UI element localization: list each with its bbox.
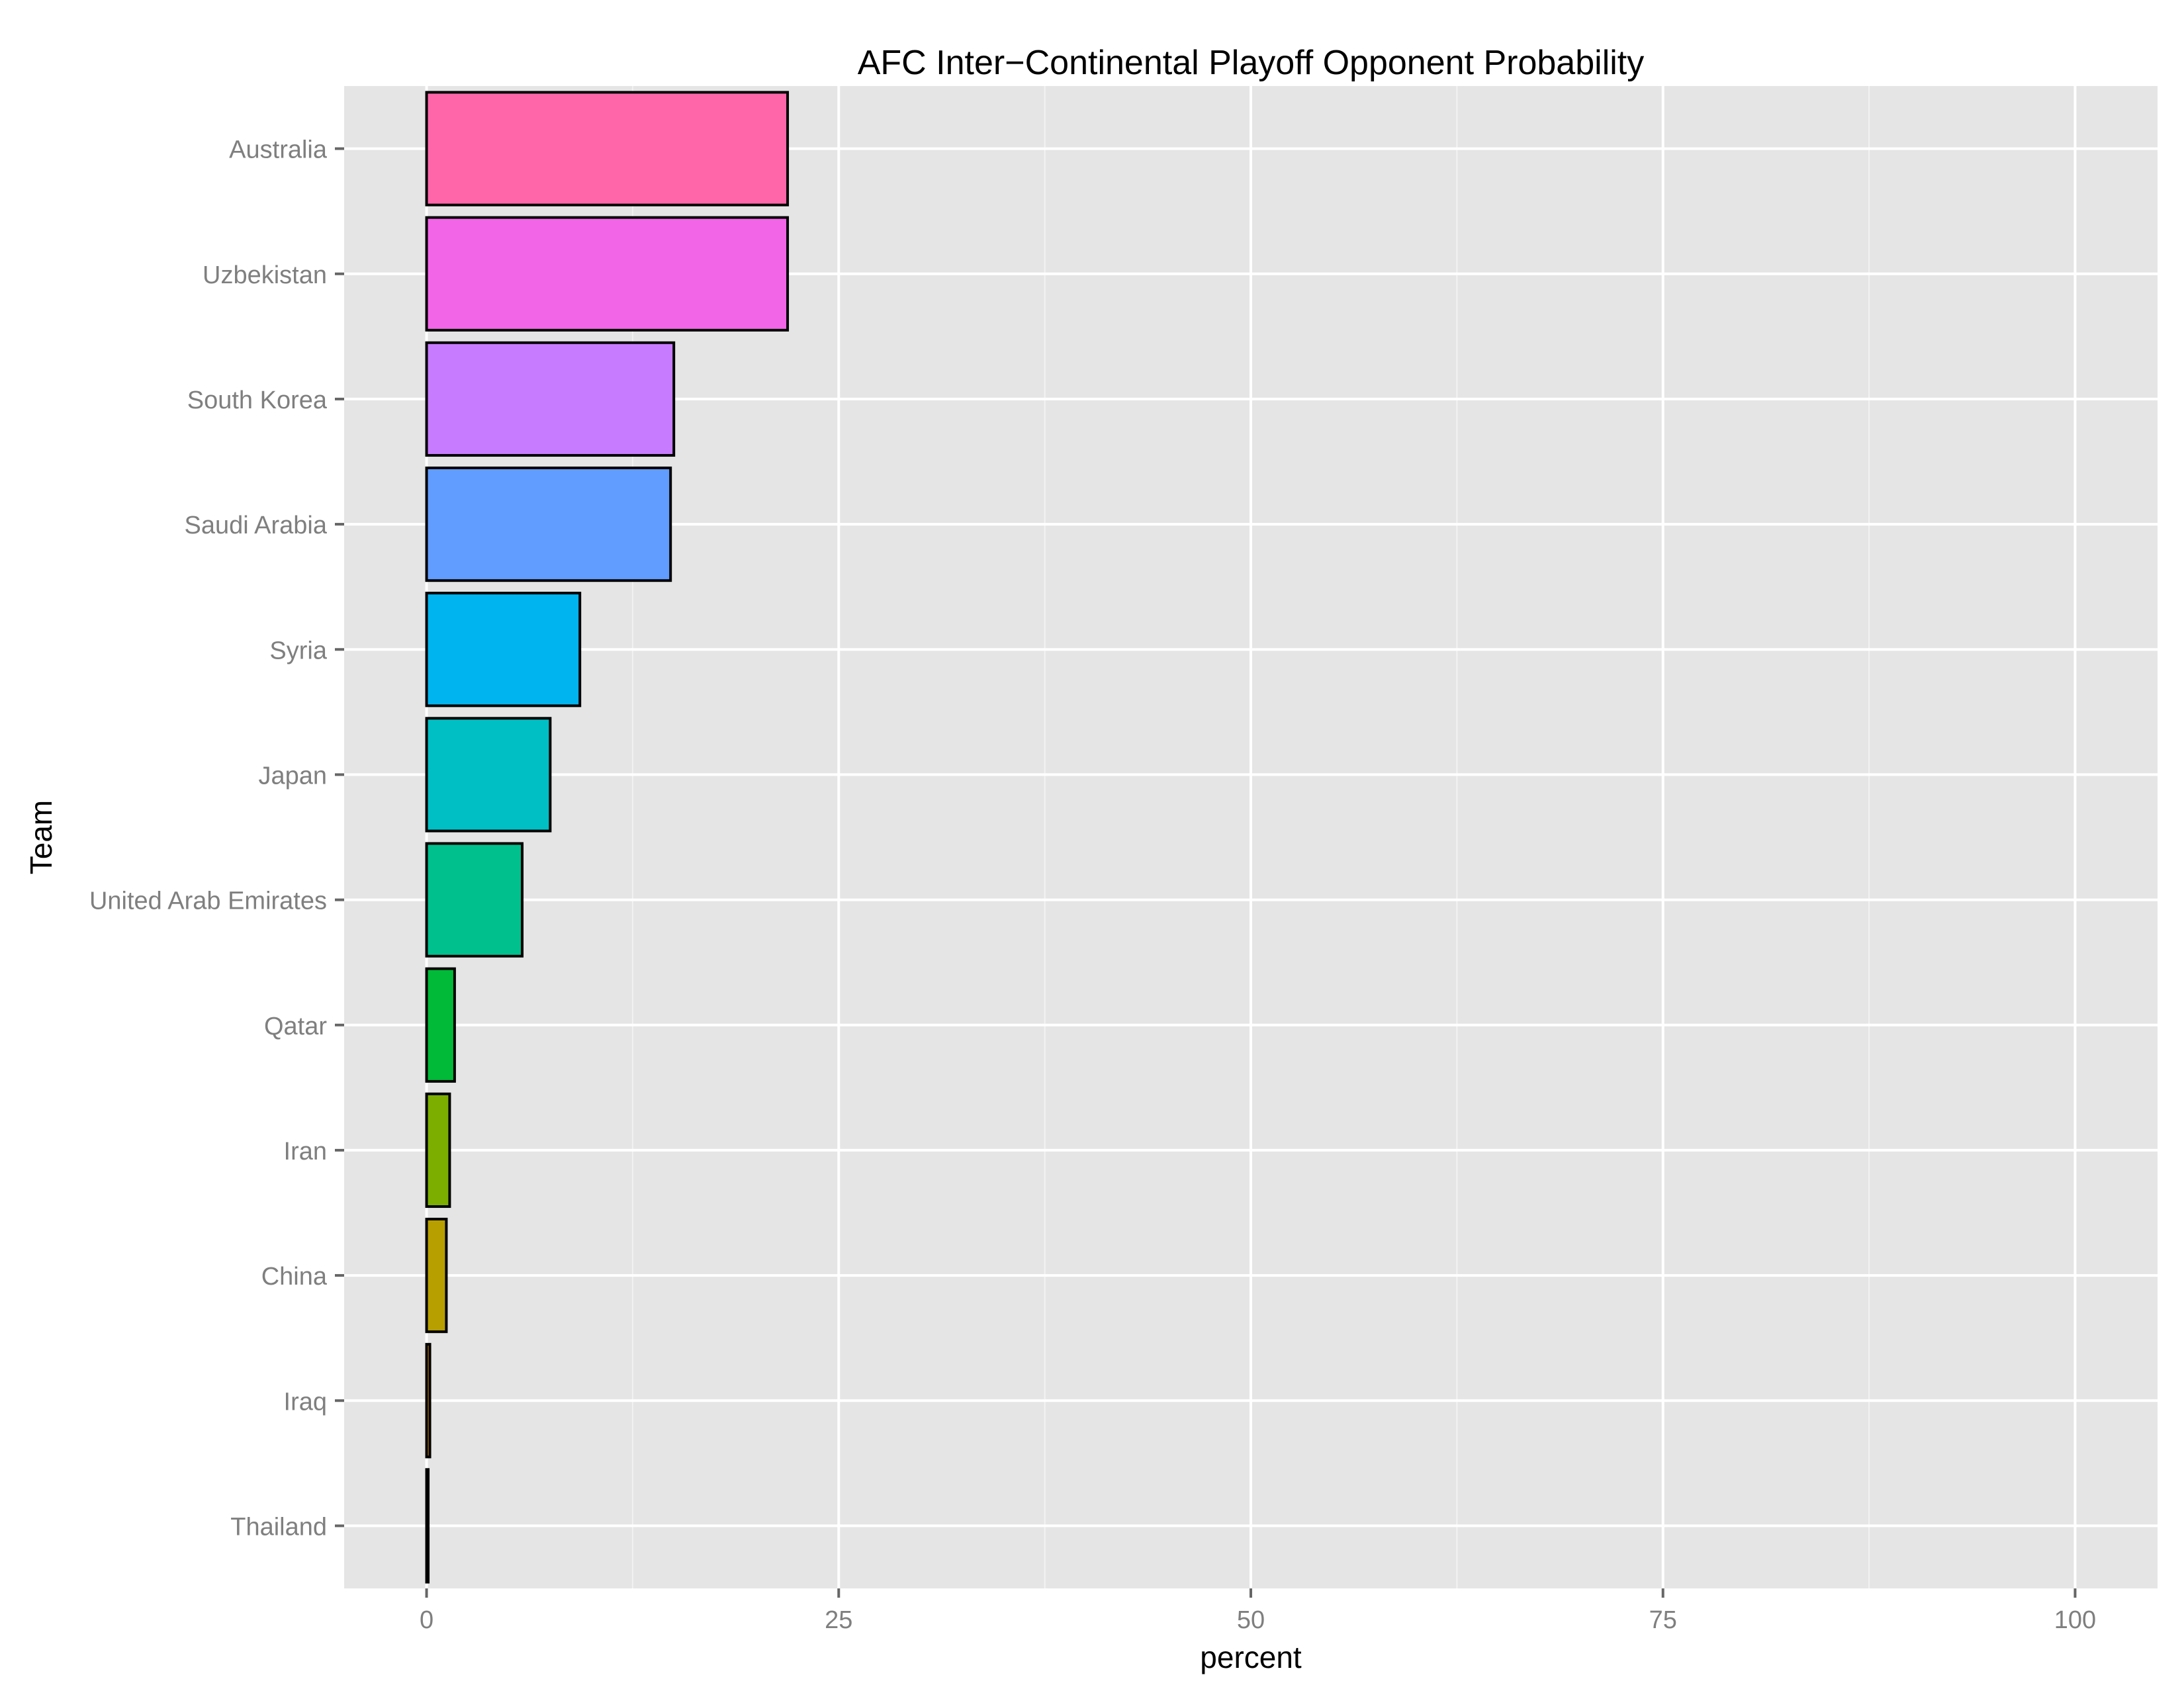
y-tick-label: Uzbekistan: [203, 261, 327, 289]
x-axis-title: percent: [1200, 1640, 1302, 1674]
bar-uzbekistan: [425, 216, 790, 332]
bar-syria: [425, 592, 582, 708]
bar-australia: [425, 91, 790, 206]
y-tick-label: Qatar: [264, 1013, 327, 1040]
y-tick-label: Syria: [269, 637, 327, 664]
x-tick-label: 75: [1649, 1606, 1677, 1634]
y-axis: Australia Uzbekistan South Korea Saudi Arab…: [89, 136, 344, 1541]
y-tick-label: Japan: [258, 762, 327, 790]
bar-japan: [425, 717, 552, 833]
bar-united-arab-emirates: [425, 842, 524, 958]
x-tick-label: 50: [1237, 1606, 1265, 1634]
y-tick-label: Australia: [229, 136, 328, 164]
bar-iran: [425, 1092, 451, 1209]
chart-title: AFC Inter−Continental Playoff Opponent P…: [858, 44, 1645, 82]
y-tick-label: Saudi Arabia: [185, 512, 328, 539]
y-tick-label: Thailand: [230, 1513, 327, 1541]
y-tick-label: South Korea: [187, 387, 328, 414]
bar-china: [425, 1217, 448, 1334]
y-tick-label: United Arab Emirates: [89, 888, 327, 915]
bars: [425, 91, 790, 1584]
bar-thailand: [425, 1468, 430, 1584]
bar-south-korea: [425, 341, 676, 457]
y-tick-label: Iraq: [284, 1388, 327, 1416]
x-tick-label: 0: [420, 1606, 433, 1634]
bar-iraq: [425, 1343, 432, 1459]
bar-qatar: [425, 967, 456, 1083]
x-tick-label: 25: [825, 1606, 852, 1634]
bar-saudi-arabia: [425, 466, 672, 582]
x-tick-label: 100: [2054, 1606, 2096, 1634]
y-tick-label: Iran: [284, 1138, 327, 1165]
y-tick-label: China: [261, 1263, 328, 1291]
x-axis: 0 25 50 75 100: [420, 1588, 2096, 1634]
grid-lines: [344, 86, 2158, 1588]
y-axis-title: Team: [24, 800, 58, 874]
